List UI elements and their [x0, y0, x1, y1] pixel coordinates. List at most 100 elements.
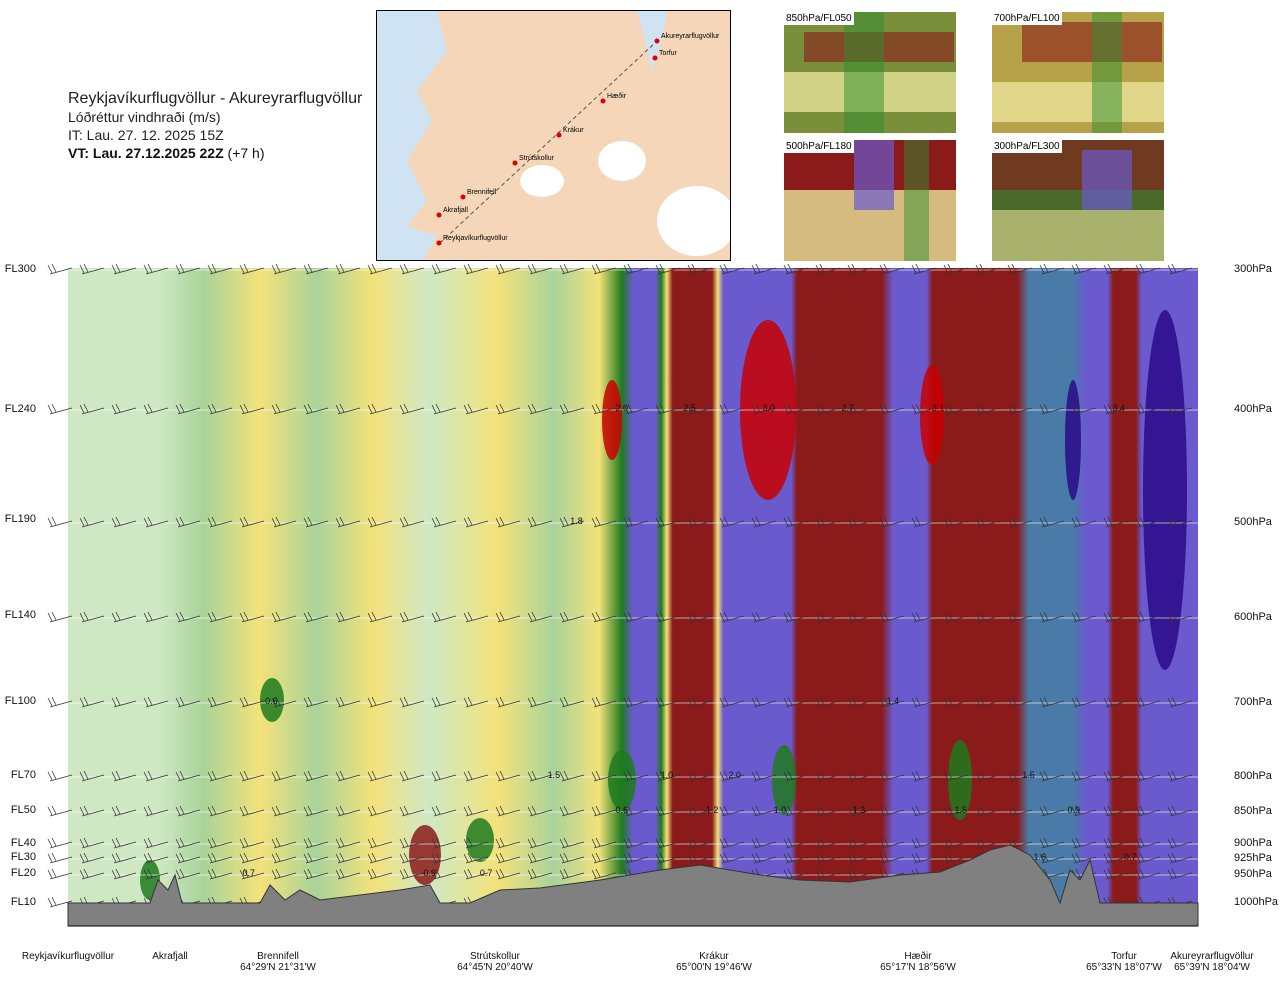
- pressure-level-label: 850hPa: [1234, 805, 1272, 817]
- wind-barb: [175, 516, 201, 528]
- value-label: 1.4: [887, 696, 900, 706]
- wind-barb: [271, 263, 297, 275]
- wind-barb: [879, 403, 905, 415]
- wind-barb: [207, 403, 233, 415]
- waypoint-name: Reykjavíkurflugvöllur: [21, 951, 115, 962]
- wind-barb: [335, 852, 361, 864]
- wind-barb: [943, 805, 969, 817]
- wind-barb: [879, 516, 905, 528]
- wind-barb: [431, 403, 457, 415]
- wind-barb: [1103, 403, 1129, 415]
- value-label: 0.7: [243, 868, 256, 878]
- wind-barb: [879, 263, 905, 275]
- flight-level-label: FL240: [4, 403, 36, 415]
- wind-barb: [175, 696, 201, 708]
- wind-barb: [1103, 611, 1129, 623]
- map-waypoint-label: Krákur: [563, 127, 584, 134]
- wind-barb: [1007, 696, 1033, 708]
- wind-barb: [559, 805, 585, 817]
- wind-barb: [1007, 770, 1033, 782]
- wind-barb: [911, 696, 937, 708]
- wind-barb: [847, 770, 873, 782]
- wind-barb: [1039, 263, 1065, 275]
- wind-barb: [239, 837, 265, 849]
- value-label: 2.0: [615, 403, 628, 413]
- thumbnail-300-label: 300hPa/FL300: [992, 140, 1062, 153]
- waypoint-name: Akureyrarflugvöllur: [1170, 951, 1254, 962]
- wind-barb: [335, 263, 361, 275]
- wind-barb: [111, 837, 137, 849]
- thumbnail-850[interactable]: 850hPa/FL050: [784, 12, 956, 133]
- wind-barb: [175, 852, 201, 864]
- wind-barb: [591, 263, 617, 275]
- wind-barb: [1039, 770, 1065, 782]
- wind-barb: [943, 403, 969, 415]
- flight-level-label: FL50: [10, 804, 36, 816]
- value-label: 1.5: [548, 770, 561, 780]
- wind-barb: [495, 516, 521, 528]
- flight-level-label: FL30: [10, 851, 36, 863]
- velocity-feature: [466, 818, 494, 862]
- wind-barb: [175, 837, 201, 849]
- wind-barb: [1071, 696, 1097, 708]
- map-glacier-2: [520, 165, 564, 197]
- wind-barb: [975, 263, 1001, 275]
- wind-barb: [751, 805, 777, 817]
- thumbnail-300[interactable]: 300hPa/FL300: [992, 140, 1164, 261]
- map-waypoint-label: Hæðir: [607, 92, 627, 100]
- pressure-level-label: 400hPa: [1234, 403, 1272, 415]
- wind-barb: [431, 805, 457, 817]
- wind-barb: [719, 837, 745, 849]
- wind-barb: [815, 403, 841, 415]
- velocity-feature: [1065, 380, 1081, 500]
- wind-barb: [655, 403, 681, 415]
- wind-barb: [335, 770, 361, 782]
- wind-barb: [367, 837, 393, 849]
- wind-barb: [559, 403, 585, 415]
- wind-barb: [47, 403, 73, 415]
- map-waypoint-label: Brennifell: [467, 189, 497, 196]
- thumbnail-700[interactable]: 700hPa/FL100: [992, 12, 1164, 133]
- wind-barb: [335, 516, 361, 528]
- thumbnail-500[interactable]: 500hPa/FL180: [784, 140, 956, 261]
- wind-barb: [79, 696, 105, 708]
- waypoint-label: Krákur 65°00'N 19°46'W: [664, 951, 764, 973]
- wind-barb: [47, 696, 73, 708]
- wind-barb: [463, 263, 489, 275]
- wind-barb: [815, 852, 841, 864]
- wind-barb: [335, 611, 361, 623]
- wind-barb: [847, 837, 873, 849]
- waypoint-label: Hæðir 65°17'N 18°56'W: [868, 951, 968, 973]
- wind-barb: [175, 805, 201, 817]
- wind-barb: [943, 611, 969, 623]
- wind-barb: [1071, 611, 1097, 623]
- wind-barb: [79, 263, 105, 275]
- pressure-level-label: 800hPa: [1234, 770, 1272, 782]
- wind-barb: [367, 770, 393, 782]
- wind-barb: [1167, 868, 1193, 880]
- wind-barb: [367, 611, 393, 623]
- wind-barb: [399, 805, 425, 817]
- wind-barb: [527, 263, 553, 275]
- waypoint-label: Reykjavíkurflugvöllur: [18, 951, 118, 962]
- wind-barb: [623, 263, 649, 275]
- waypoint-coord: 65°33'N 18°07'W: [1086, 962, 1162, 973]
- wind-barb: [495, 837, 521, 849]
- wind-barb: [719, 852, 745, 864]
- wind-barb: [207, 837, 233, 849]
- wind-barb: [271, 611, 297, 623]
- wind-barb: [687, 805, 713, 817]
- wind-barb: [335, 868, 361, 880]
- map-waypoint: Akrafjall: [436, 207, 468, 218]
- wind-barb: [399, 403, 425, 415]
- wind-barb: [431, 837, 457, 849]
- waypoint-coord: 65°00'N 19°46'W: [676, 962, 752, 973]
- wind-barb: [207, 696, 233, 708]
- wind-barb: [1071, 770, 1097, 782]
- waypoint-name: Brennifell: [257, 951, 299, 962]
- velocity-feature: [920, 365, 944, 465]
- wind-barb: [719, 696, 745, 708]
- wind-barb: [431, 516, 457, 528]
- wind-barb: [463, 805, 489, 817]
- wind-barb: [1135, 263, 1161, 275]
